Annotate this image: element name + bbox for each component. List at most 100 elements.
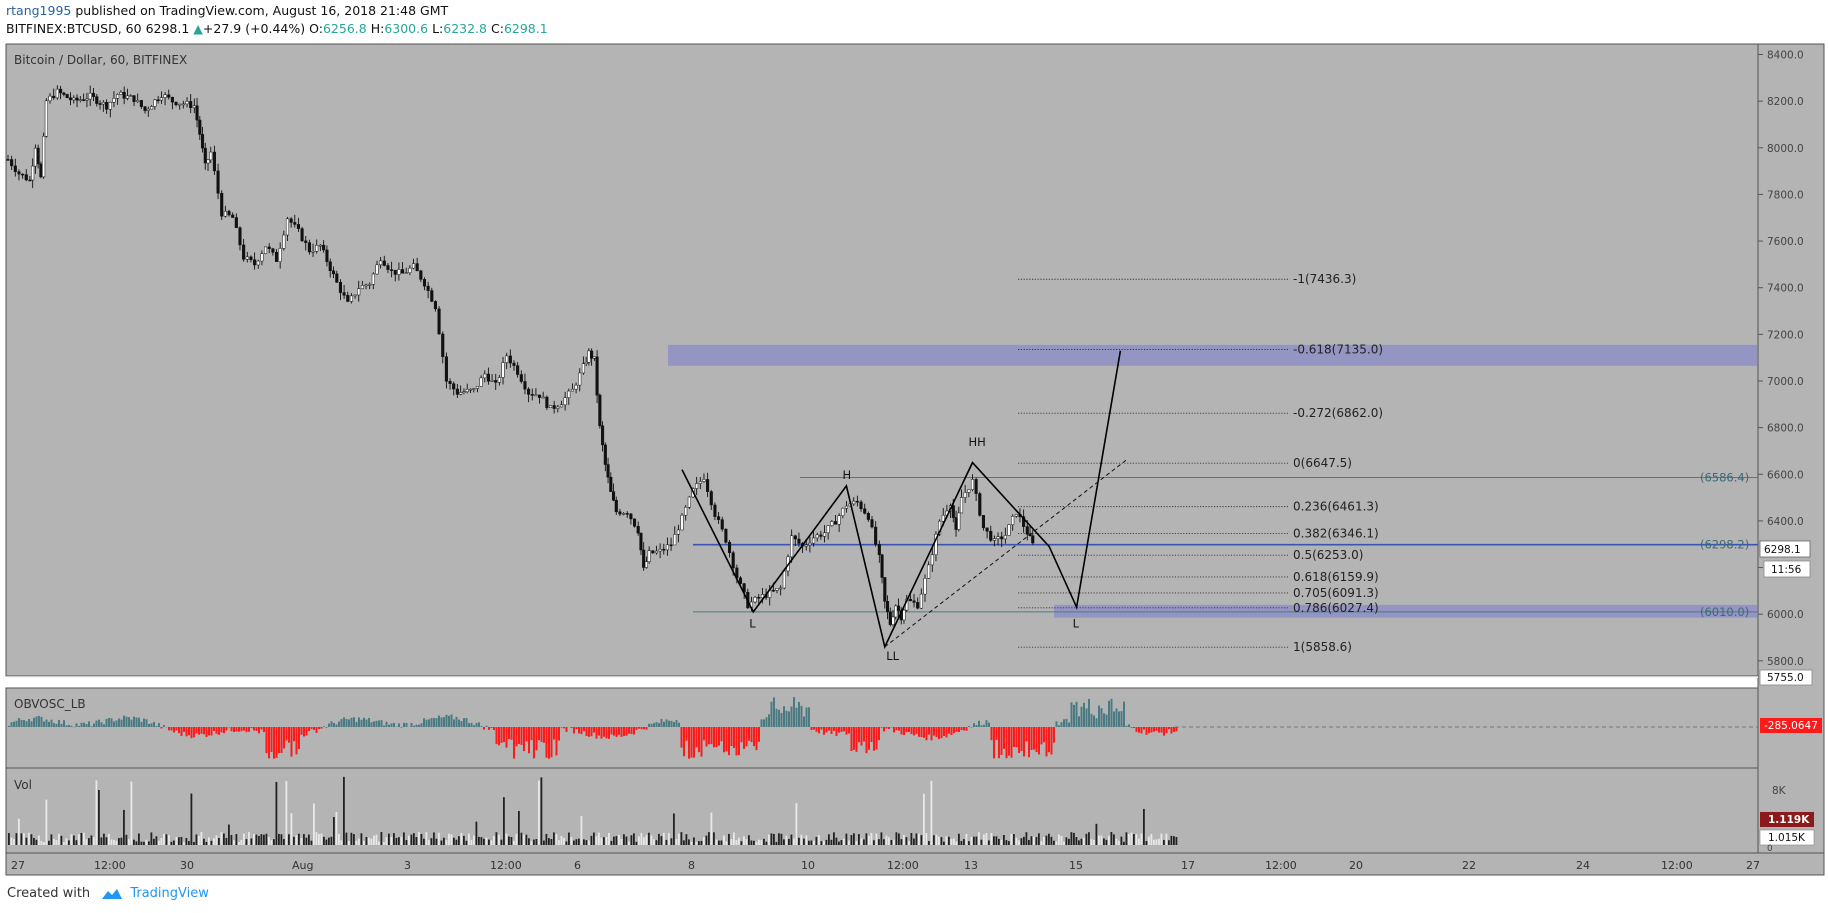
obv-bar <box>278 727 280 754</box>
volume-bar <box>300 838 303 845</box>
volume-bar <box>1138 838 1140 845</box>
volume-bar <box>288 834 290 845</box>
author-link[interactable]: rtang1995 <box>6 3 72 18</box>
time-tick-label: 12:00 <box>1265 859 1297 872</box>
obv-bar <box>303 727 305 737</box>
obv-bar <box>563 727 565 729</box>
candle-body <box>603 444 607 465</box>
volume-bar <box>480 837 483 845</box>
obv-bar <box>463 718 465 727</box>
time-axis[interactable] <box>5 852 1825 876</box>
volume-bar <box>483 838 485 845</box>
candle-body <box>753 597 757 603</box>
candle-body <box>24 174 28 181</box>
volume-bar <box>658 833 660 845</box>
obv-bar <box>405 722 408 727</box>
volume-bar <box>173 840 175 845</box>
volume-bar <box>1018 840 1020 845</box>
obv-bar <box>555 727 558 756</box>
volume-bar <box>28 832 30 845</box>
obv-bar <box>358 717 360 727</box>
obv-bar <box>475 722 478 727</box>
candle-body <box>927 564 931 579</box>
volume-bar <box>1025 832 1028 845</box>
obv-bar <box>673 722 675 727</box>
obv-bar <box>720 727 723 742</box>
candle-body <box>278 248 282 262</box>
candle-body <box>17 171 21 175</box>
trendline[interactable] <box>884 459 1127 648</box>
supply-demand-zone[interactable] <box>1054 604 1757 618</box>
obv-bar <box>793 697 795 727</box>
candle-body <box>209 151 213 161</box>
volume-bar <box>763 838 765 845</box>
candle-body <box>91 92 96 97</box>
harmonic-pattern-line[interactable] <box>681 350 1122 650</box>
candle-body <box>676 529 680 535</box>
candle-body <box>779 587 783 590</box>
candle-body <box>880 554 884 578</box>
volume-bar <box>830 839 833 845</box>
volume-bar <box>538 780 540 845</box>
volume-bar <box>215 835 218 845</box>
obv-bar <box>650 723 653 727</box>
volume-bar <box>988 840 990 845</box>
obv-bar <box>1090 713 1093 727</box>
volume-bar <box>628 841 630 845</box>
volume-bar <box>310 840 313 845</box>
fib-level-label: 0.5(6253.0) <box>1293 548 1363 562</box>
volume-bar <box>1133 834 1135 845</box>
volume-bar <box>853 833 855 845</box>
obv-bar <box>365 719 368 727</box>
candle-body <box>651 550 655 554</box>
obv-bar <box>503 727 505 743</box>
candle-body <box>527 388 531 395</box>
obv-bar <box>175 727 178 731</box>
volume-bar <box>123 809 125 845</box>
candle-body <box>153 99 157 107</box>
volume-bar <box>595 836 598 845</box>
volume-bar <box>78 834 80 845</box>
candle-body <box>908 598 912 602</box>
tradingview-link[interactable]: TradingView <box>130 886 209 901</box>
obv-bar <box>440 717 443 727</box>
volume-bar <box>888 837 890 845</box>
candle-body <box>985 527 989 532</box>
candle-body <box>48 95 52 102</box>
volume-bar <box>813 840 815 845</box>
obv-bar <box>498 727 500 746</box>
obv-bar <box>293 727 295 742</box>
candle-body <box>441 333 445 357</box>
obv-bar <box>773 697 775 727</box>
obv-bar <box>480 726 483 727</box>
candle-body <box>150 106 154 110</box>
obv-bar <box>988 722 990 727</box>
volume-bar <box>148 841 150 845</box>
candle-body <box>804 544 808 547</box>
obv-bar <box>605 727 608 739</box>
supply-demand-zone[interactable] <box>668 344 1757 366</box>
volume-bar <box>465 840 468 845</box>
candle-body <box>430 290 434 302</box>
candle-body <box>245 256 249 260</box>
volume-bar <box>143 841 145 845</box>
obv-bar <box>273 727 275 759</box>
candle-body <box>6 159 10 161</box>
price-tick-label: 7600.0 <box>1767 236 1804 248</box>
obv-bar <box>298 727 300 749</box>
volume-bar <box>735 840 738 845</box>
obv-bar <box>1143 727 1145 730</box>
obv-bar <box>1058 725 1060 727</box>
change-up-icon: ▲ <box>193 21 203 36</box>
volume-bar <box>1053 840 1055 845</box>
volume-bar <box>650 835 653 845</box>
obv-bar <box>708 727 710 745</box>
candle-body <box>119 92 123 95</box>
volume-bar <box>690 841 693 845</box>
volume-bar <box>845 833 848 845</box>
obv-bar <box>478 722 480 727</box>
price-tick-label: 7000.0 <box>1767 376 1804 388</box>
volume-bar <box>130 781 133 845</box>
volume-bar <box>370 838 373 845</box>
